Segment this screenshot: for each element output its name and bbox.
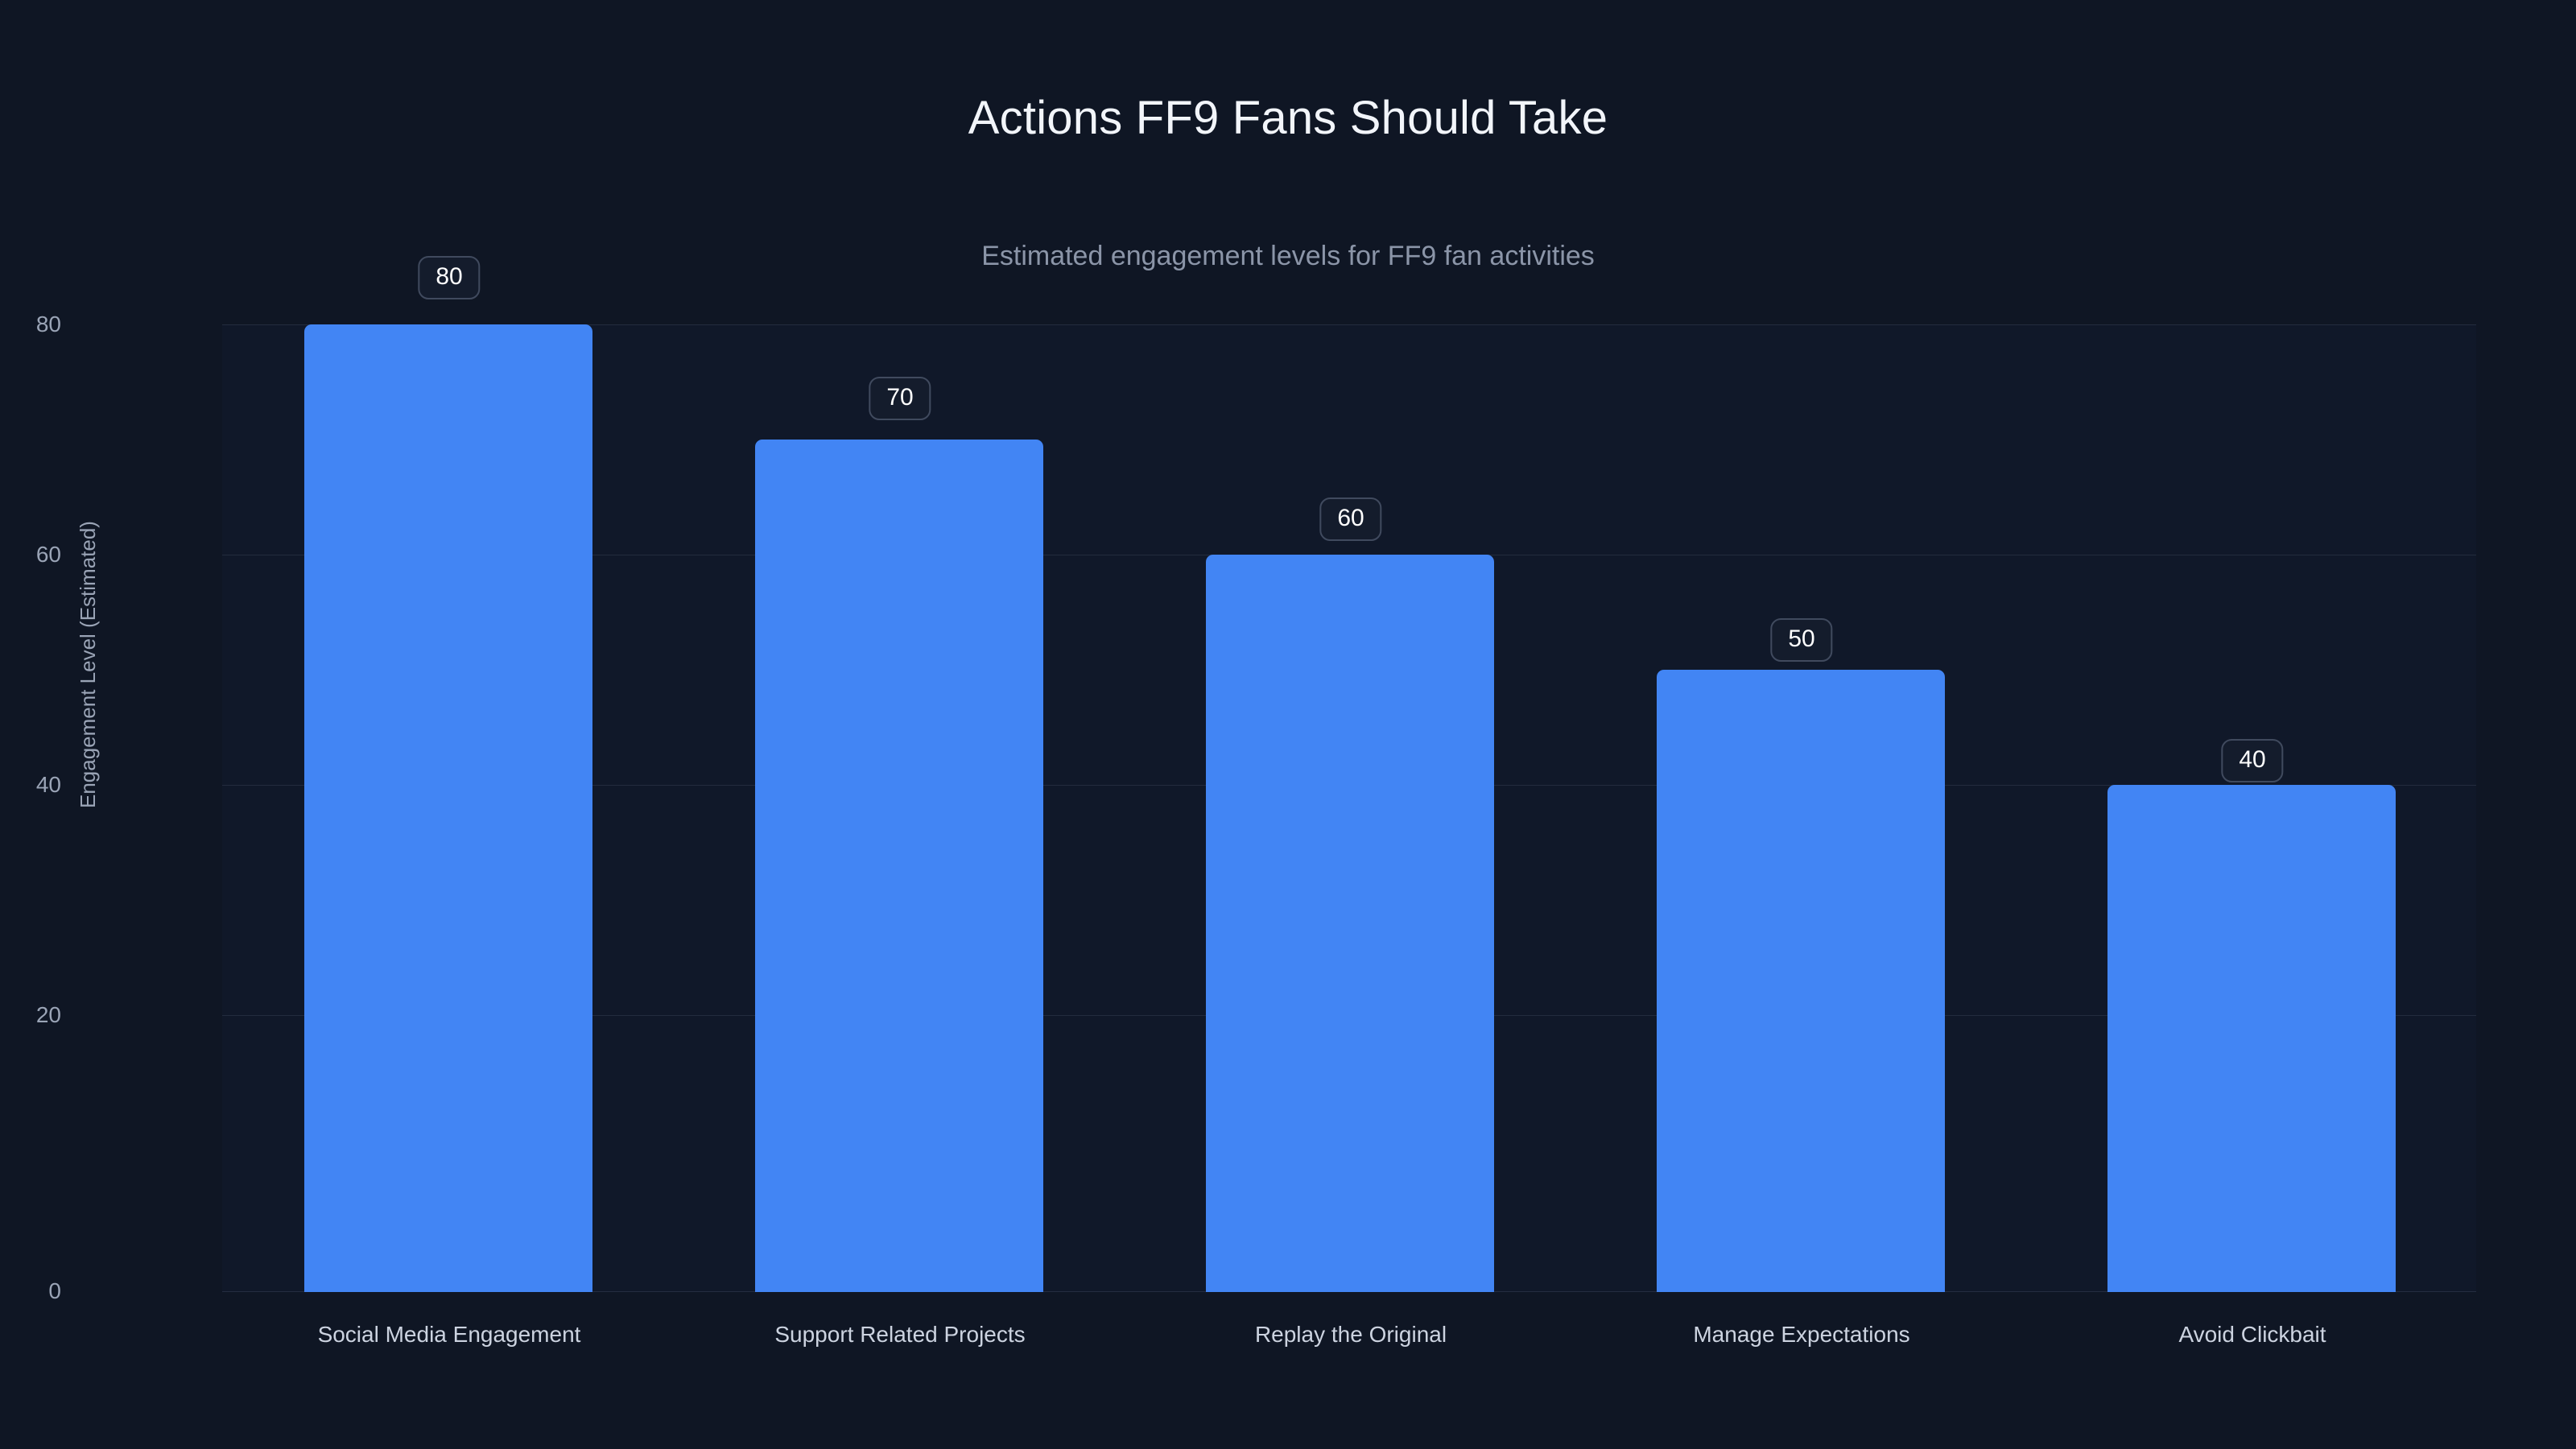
value-badge-manage-expectations: 50 [1770, 618, 1833, 662]
x-tick-label-manage-expectations: Manage Expectations [1693, 1322, 1910, 1347]
y-axis-title: Engagement Level (Estimated) [76, 521, 100, 808]
x-tick-label-social-media-engagement: Social Media Engagement [317, 1322, 581, 1347]
bars-layer [222, 324, 2476, 1292]
x-tick-label-avoid-clickbait: Avoid Clickbait [2178, 1322, 2326, 1347]
bar-avoid-clickbait[interactable] [2107, 785, 2396, 1292]
gridline-80 [222, 324, 2476, 325]
value-badge-replay-the-original: 60 [1319, 497, 1382, 541]
x-tick-label-replay-the-original: Replay the Original [1254, 1322, 1447, 1347]
value-badge-support-related-projects: 70 [869, 377, 931, 420]
bar-social-media-engagement[interactable] [304, 324, 592, 1292]
y-tick-label-40: 40 [35, 772, 61, 797]
y-tick-label-60: 60 [35, 542, 61, 567]
bar-support-related-projects[interactable] [755, 440, 1043, 1292]
chart-subtitle: Estimated engagement levels for FF9 fan … [981, 241, 1595, 271]
bar-replay-the-original[interactable] [1206, 555, 1494, 1292]
value-badge-social-media-engagement: 80 [418, 256, 481, 299]
value-badge-avoid-clickbait: 40 [2221, 739, 2284, 782]
x-tick-label-support-related-projects: Support Related Projects [774, 1322, 1026, 1347]
chart-title: Actions FF9 Fans Should Take [968, 92, 1608, 144]
bar-manage-expectations[interactable] [1657, 670, 1945, 1292]
y-tick-label-0: 0 [48, 1278, 61, 1303]
y-tick-label-80: 80 [35, 312, 61, 336]
y-tick-label-20: 20 [35, 1002, 61, 1027]
